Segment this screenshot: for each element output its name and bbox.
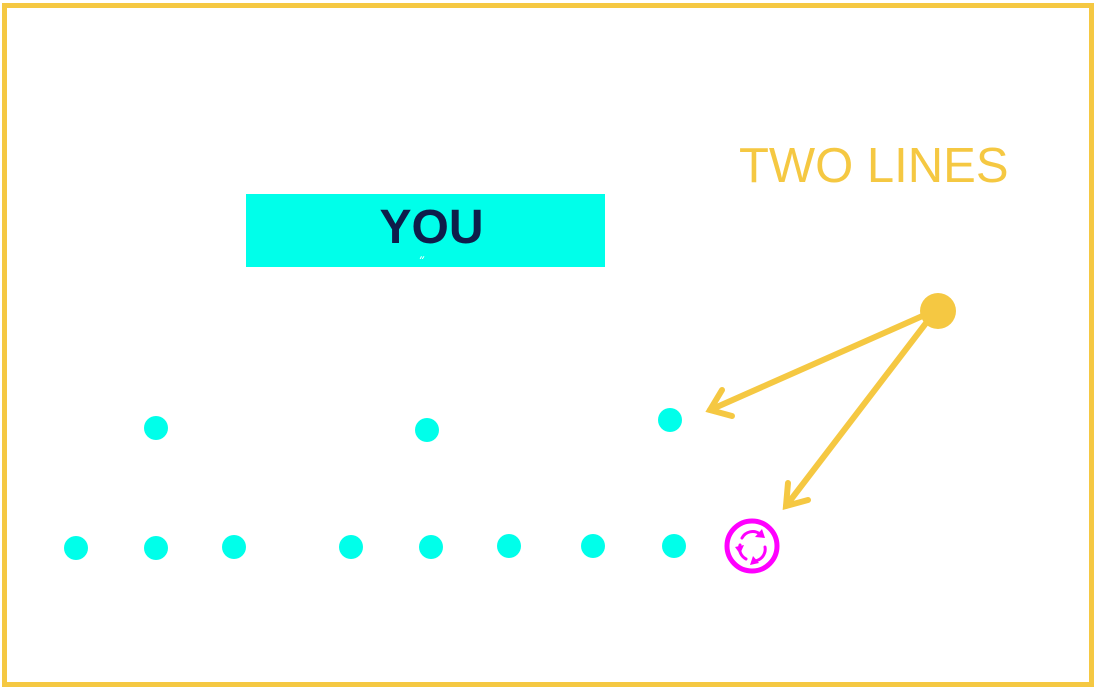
dot-lower-4 (339, 535, 363, 559)
arrow-to-cycle-icon (782, 307, 939, 511)
dot-lower-7 (581, 534, 605, 558)
dot-upper-2 (415, 418, 439, 442)
dot-upper-1 (144, 416, 168, 440)
you-banner-mark: ˝ (418, 256, 425, 267)
title-two-lines: TWO LINES (739, 139, 1009, 193)
dot-lower-2 (144, 536, 168, 560)
dot-lower-3 (222, 535, 246, 559)
arrow-origin-dot (920, 293, 956, 329)
arrow-to-upper-dot (705, 307, 939, 419)
cycle-arrows-icon (724, 518, 780, 574)
dot-upper-3 (658, 408, 682, 432)
dot-lower-6 (497, 534, 521, 558)
you-label: YOU (379, 201, 484, 254)
dot-lower-8 (662, 534, 686, 558)
dot-lower-1 (64, 536, 88, 560)
diagram-frame (2, 3, 1094, 687)
you-banner: YOU ˝ (246, 194, 605, 267)
dot-lower-5 (419, 535, 443, 559)
